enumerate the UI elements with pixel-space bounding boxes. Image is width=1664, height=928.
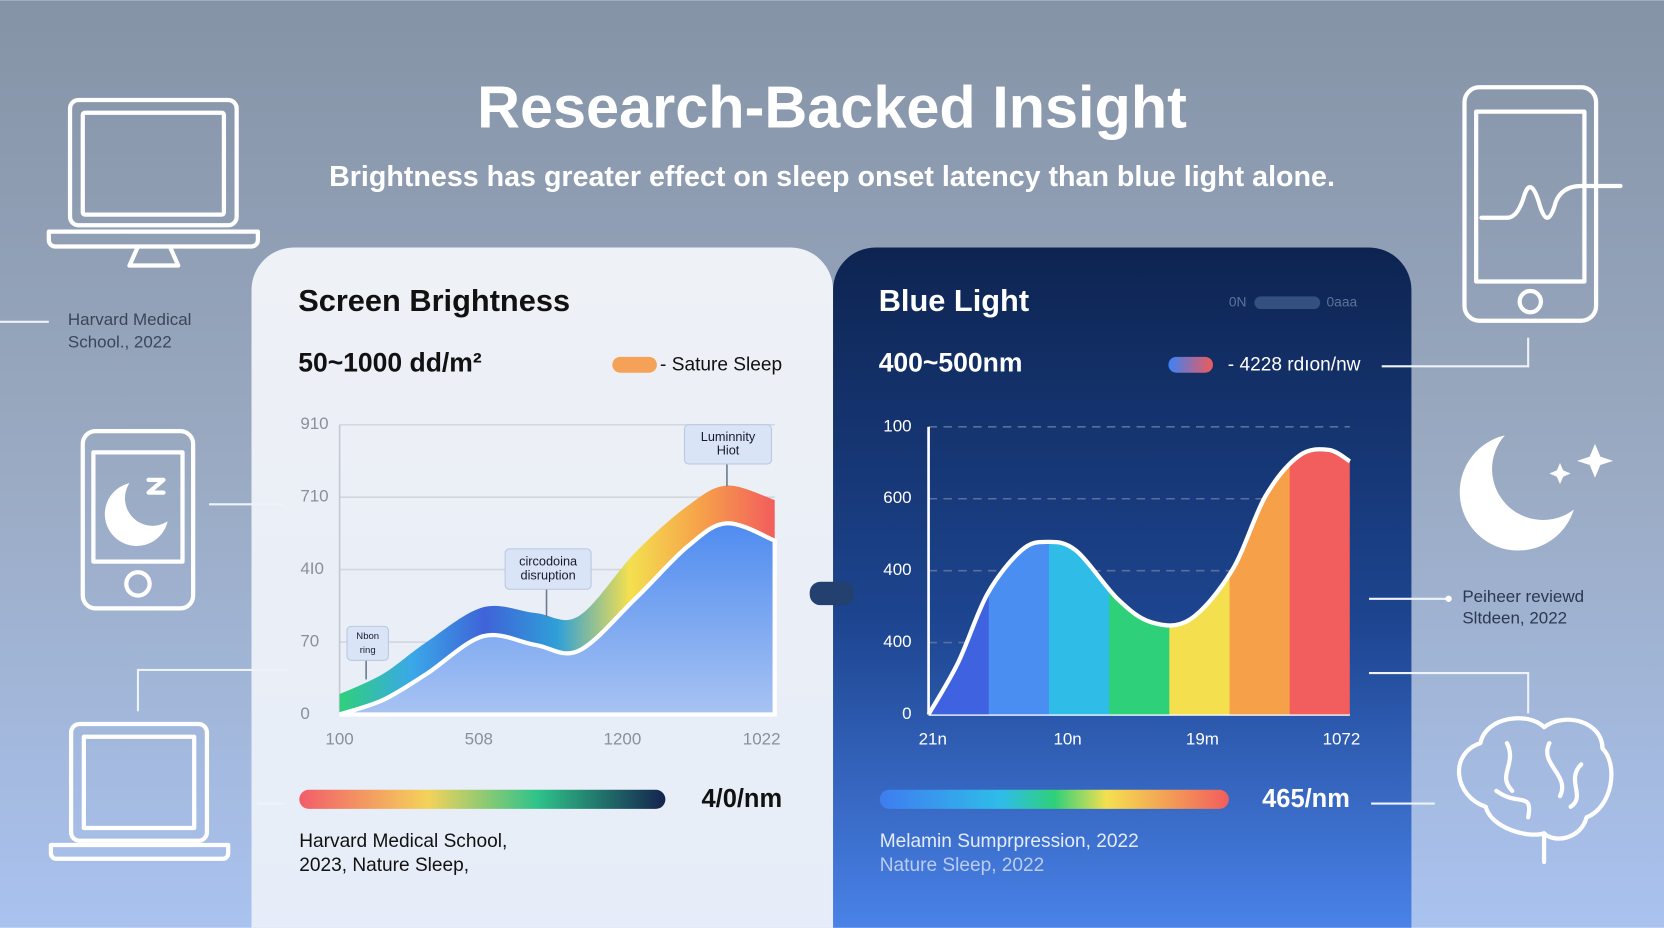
subtitle: Brightness has greater effect on sleep o…	[329, 161, 1335, 193]
source-text: Melamin Sumprpression, 2022	[880, 831, 1139, 852]
annotation-text: disruption	[521, 567, 576, 582]
y-tick-label: 400	[883, 560, 911, 579]
annotation-box	[504, 548, 592, 590]
y-tick-label: 0	[902, 704, 911, 723]
scale-label: 4/0/nm	[701, 785, 782, 813]
scale-bar	[299, 789, 666, 809]
y-tick-label: 910	[300, 414, 328, 433]
x-tick-label: 10n	[1053, 729, 1081, 748]
card-subtitle: 50~1000 dd/m²	[298, 347, 482, 377]
toggle-track	[1254, 296, 1321, 310]
scale-label: 465/nm	[1262, 785, 1350, 813]
icons	[0, 85, 1623, 865]
y-tick-label: 400	[883, 632, 911, 651]
annotation-text: Hiot	[717, 443, 740, 458]
card-title: Blue Light	[879, 283, 1029, 318]
side-note: Peiheer reviewd	[1462, 587, 1584, 606]
spectrum-band	[1289, 449, 1350, 715]
y-tick-label: 0	[300, 704, 309, 723]
x-tick-label: 1022	[743, 729, 781, 748]
y-tick-label: 100	[883, 416, 911, 435]
title: Research-Backed Insight	[477, 73, 1187, 140]
legend-label: - 4228 rdıon/nw	[1228, 354, 1361, 375]
annotation-text: ring	[360, 645, 376, 656]
source-text: Harvard Medical School,	[299, 831, 507, 852]
side-note: Sltdeen, 2022	[1462, 608, 1567, 627]
y-tick-label: 710	[300, 487, 328, 506]
side-note: School., 2022	[68, 333, 172, 352]
x-tick-label: 100	[325, 729, 353, 748]
source-text: Nature Sleep, 2022	[880, 855, 1045, 876]
x-tick-label: 1072	[1323, 729, 1361, 748]
blue-light-card	[833, 247, 1412, 928]
x-tick-label: 508	[465, 729, 493, 748]
side-note: Harvard Medical	[68, 310, 192, 329]
card-subtitle: 400~500nm	[879, 347, 1023, 377]
legend-label: - Sature Sleep	[660, 354, 782, 375]
annotation-text: Luminnity	[701, 429, 756, 444]
spectrum-outline	[926, 447, 1352, 716]
x-tick-label: 21n	[919, 729, 947, 748]
annotation-text: Nbon	[356, 631, 379, 642]
legend-swatch	[1168, 356, 1213, 373]
source-text: 2023, Nature Sleep,	[299, 855, 469, 876]
x-tick-label: 19m	[1186, 729, 1219, 748]
toggle-label: 0N	[1229, 294, 1247, 309]
y-tick-label: 4I0	[300, 559, 324, 578]
annotation-text: circodoina	[519, 554, 578, 569]
connector-pill	[809, 581, 855, 606]
area	[338, 521, 777, 717]
y-tick-label: 600	[883, 488, 911, 507]
x-tick-label: 1200	[604, 729, 642, 748]
legend-swatch	[612, 356, 657, 373]
y-tick-label: 70	[300, 632, 319, 651]
scale-bar	[879, 789, 1229, 809]
card-title: Screen Brightness	[298, 283, 570, 318]
annotation-box	[346, 625, 389, 661]
annotation-box	[683, 424, 773, 465]
toggle-label: 0aaa	[1327, 294, 1358, 309]
